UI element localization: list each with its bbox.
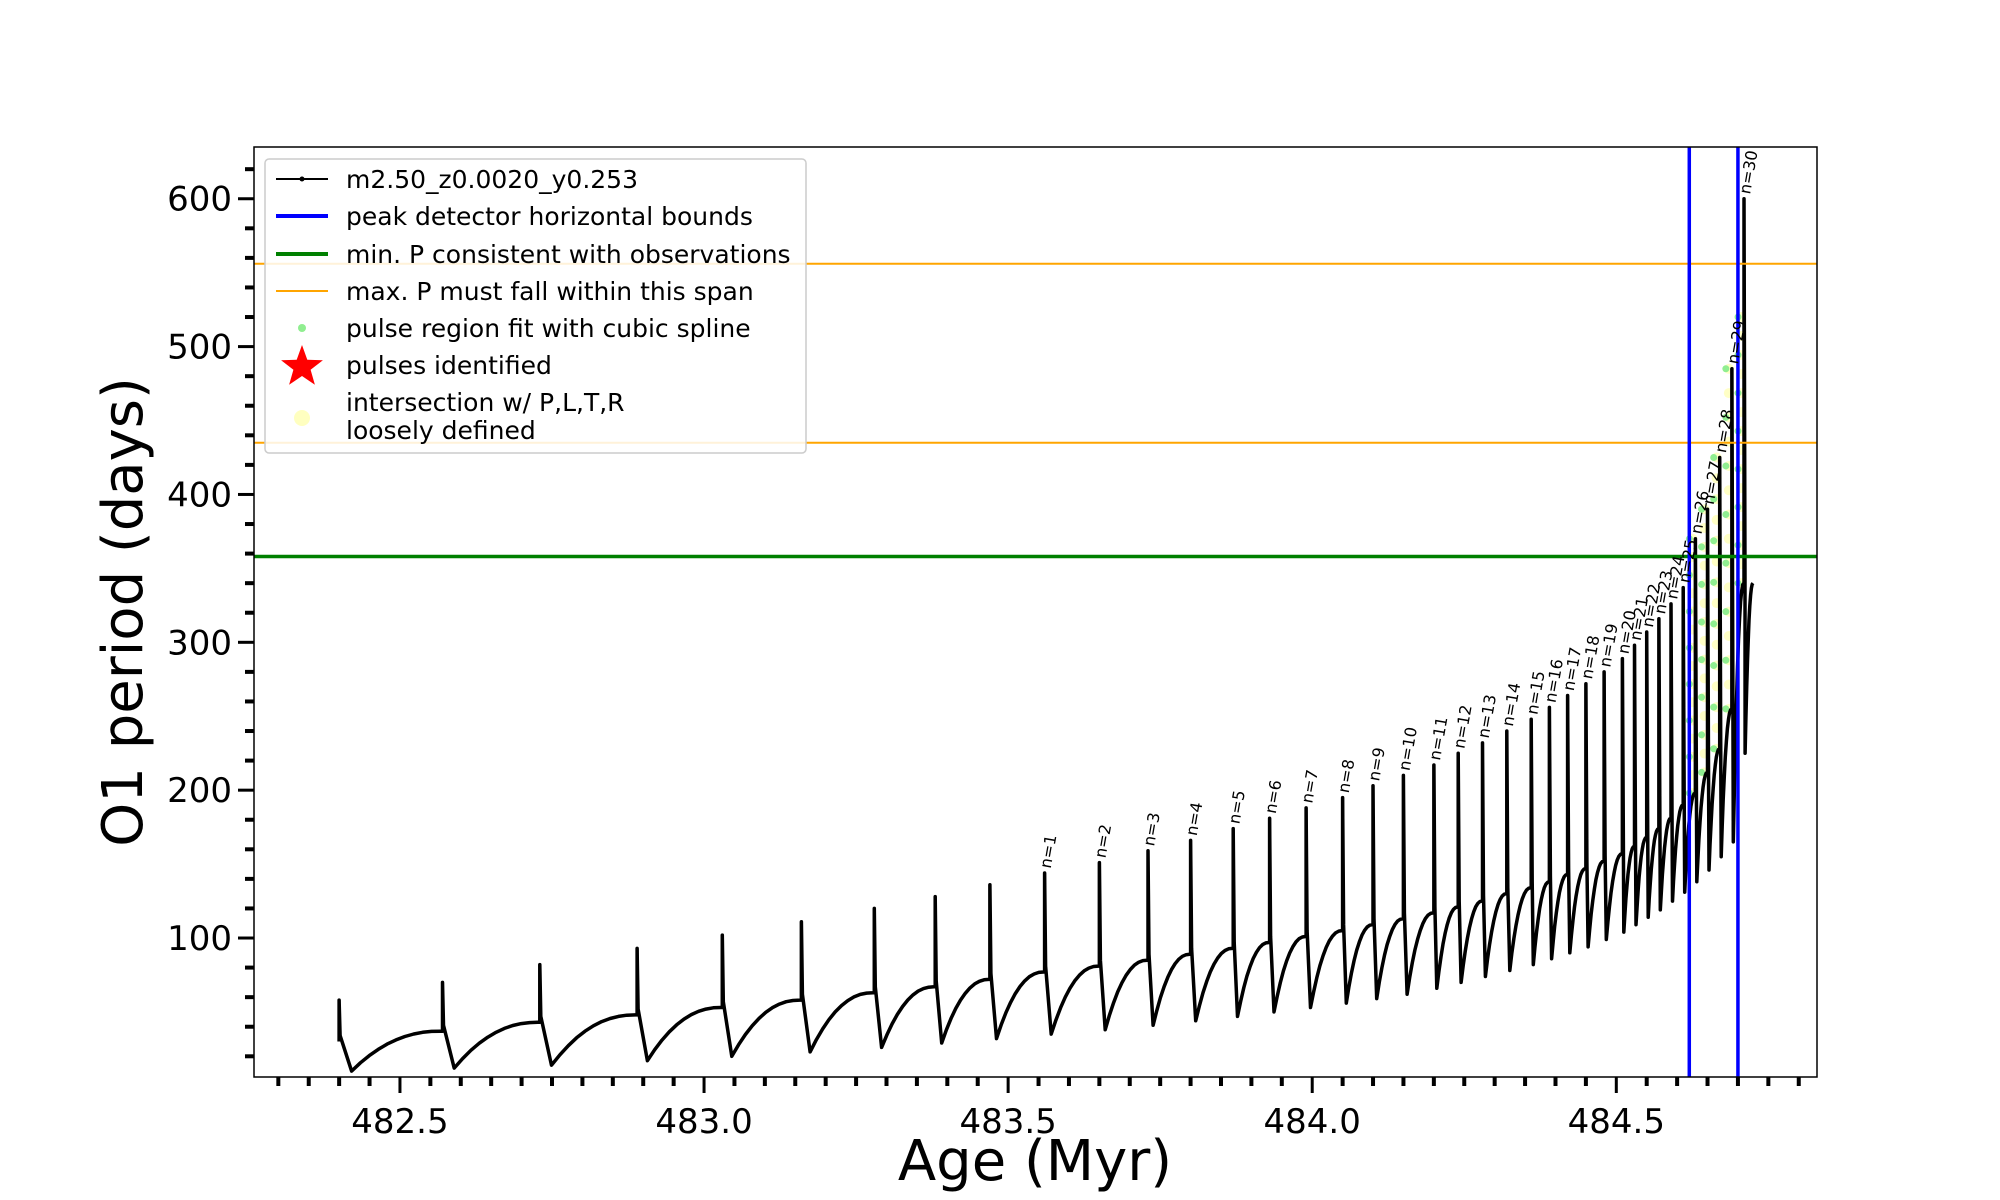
legend-swatch-dot	[299, 176, 305, 182]
y-tick-label: 300	[167, 623, 232, 663]
plot-area: n=1 n=2 n=3 n=4 n=5 n=6 n=7 n=8 n=9 n=10 n=11n=12n…	[254, 147, 1817, 1077]
legend-entry: intersection w/ P,L,T,R loosely defined	[294, 388, 625, 445]
x-tick-label: 483.0	[655, 1102, 752, 1142]
legend-swatch-dot	[294, 410, 310, 426]
spline-fit-marker	[1698, 731, 1706, 739]
y-tick-label: 400	[167, 475, 232, 515]
spline-fit-marker	[1722, 511, 1730, 519]
spline-fit-marker	[1698, 768, 1706, 776]
legend-label: m2.50_z0.0020_y0.253	[346, 165, 638, 194]
legend-label-line: intersection w/ P,L,T,R	[346, 388, 625, 417]
x-tick-label: 482.5	[351, 1102, 448, 1142]
spline-fit-marker	[1710, 662, 1718, 670]
legend-label-line: min. P consistent with observations	[346, 240, 791, 269]
x-tick-label: 484.5	[1568, 1102, 1665, 1142]
legend-label-line: m2.50_z0.0020_y0.253	[346, 165, 638, 194]
spline-fit-marker	[1698, 693, 1706, 701]
spline-fit-marker	[1698, 580, 1706, 588]
legend-label: min. P consistent with observations	[346, 240, 791, 269]
legend-label-line: max. P must fall within this span	[346, 277, 754, 306]
spline-fit-marker	[1722, 559, 1730, 567]
spline-fit-marker	[1710, 578, 1718, 586]
legend-entry: pulses identified	[281, 345, 552, 385]
spline-fit-marker	[1710, 537, 1718, 545]
legend-label-line: pulses identified	[346, 351, 552, 380]
spline-fit-marker	[1710, 620, 1718, 628]
legend-label-line: pulse region fit with cubic spline	[346, 314, 751, 343]
legend-label: pulse region fit with cubic spline	[346, 314, 751, 343]
spline-fit-marker	[1698, 656, 1706, 664]
spline-fit-marker	[1722, 413, 1730, 421]
spline-fit-marker	[1698, 618, 1706, 626]
y-tick-label: 200	[167, 771, 232, 811]
y-tick-label: 600	[167, 180, 232, 220]
legend-swatch-dot	[298, 324, 306, 332]
spline-fit-marker	[1710, 453, 1718, 461]
spline-fit-marker	[1722, 608, 1730, 616]
legend-entry: min. P consistent with observations	[276, 240, 791, 269]
legend-label: intersection w/ P,L,T,R loosely defined	[346, 388, 625, 445]
y-axis-label: O1 period (days)	[91, 377, 156, 847]
spline-fit-marker	[1710, 703, 1718, 711]
x-tick-label: 484.0	[1264, 1102, 1361, 1142]
axes: 482.5 483.0 483.5 484.0 484.5 100 200 300 400 500…	[167, 167, 1801, 1142]
spline-fit-marker	[1722, 705, 1730, 713]
legend-entry: pulse region fit with cubic spline	[298, 314, 751, 343]
spline-fit-marker	[1710, 495, 1718, 503]
spline-fit-marker	[1722, 656, 1730, 664]
spline-fit-marker	[1710, 745, 1718, 753]
legend-entry: peak detector horizontal bounds	[276, 202, 753, 231]
x-axis-label: Age (Myr)	[898, 1129, 1172, 1194]
legend-label: peak detector horizontal bounds	[346, 202, 753, 231]
spline-fit-marker	[1722, 365, 1730, 373]
y-tick-label: 500	[167, 328, 232, 368]
legend-label-line: peak detector horizontal bounds	[346, 202, 753, 231]
series-line-m2.50_z0.0020_y0.253	[337, 196, 1755, 1073]
spline-fit-marker	[1698, 543, 1706, 551]
x-tick-label: 483.5	[959, 1102, 1056, 1142]
spline-fit-marker	[1722, 462, 1730, 470]
legend-swatch-star	[281, 345, 323, 385]
series-layer	[337, 196, 1755, 1073]
legend-entry: max. P must fall within this span	[276, 277, 754, 306]
legend-label: pulses identified	[346, 351, 552, 380]
spline-fit-marker	[1698, 505, 1706, 513]
legend-entry: m2.50_z0.0020_y0.253	[276, 165, 638, 194]
legend-label: max. P must fall within this span	[346, 277, 754, 306]
legend-box	[264, 158, 807, 454]
y-tick-label: 100	[167, 919, 232, 959]
legend-label-line: loosely defined	[346, 416, 536, 445]
